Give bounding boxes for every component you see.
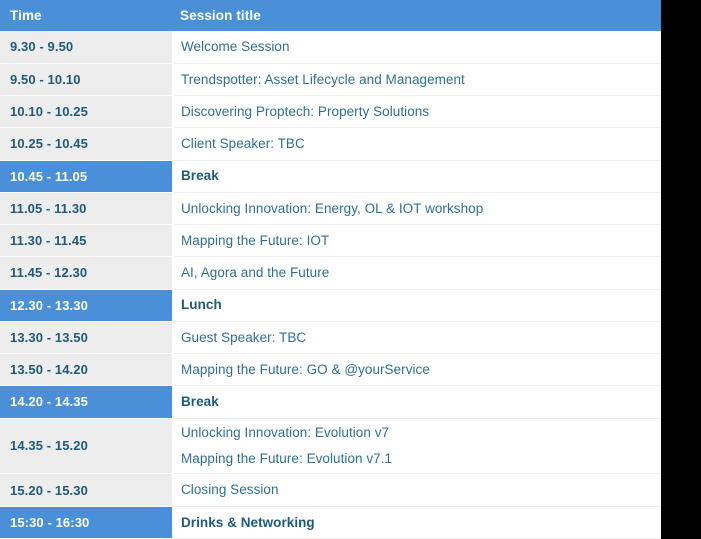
session-title-line: Discovering Proptech: Property Solutions [181,103,430,119]
table-row: 15.20 - 15.30 Closing Session [0,473,661,507]
session-title-line: Mapping the Future: Evolution v7.1 [181,450,393,466]
cell-session-title: Lunch [173,289,661,322]
column-header-session-title: Session title [173,0,661,31]
table-row: 14.35 - 15.20 Unlocking Innovation: Evolu… [0,418,661,475]
table-row: 15:30 - 16:30 Drinks & Networking [0,506,661,539]
cell-time: 11.45 - 12.30 [0,256,174,290]
cell-time: 15:30 - 16:30 [0,506,174,539]
cell-time: 9.30 - 9.50 [0,31,174,64]
cell-session-title: AI, Agora and the Future [173,256,661,290]
cell-session-title: Break [173,160,661,193]
table-row: 13.30 - 13.50 Guest Speaker: TBC [0,321,661,355]
table-header-row: Time Session title [0,0,661,31]
session-title-line: Guest Speaker: TBC [181,329,307,345]
cell-session-title: Unlocking Innovation: Evolution v7 Mappin… [173,418,661,475]
table-row: 9.50 - 10.10 Trendspotter: Asset Lifecycl… [0,63,661,97]
session-title-line: Break [181,394,219,410]
cell-session-title: Client Speaker: TBC [173,127,661,161]
cell-session-title: Discovering Proptech: Property Solutions [173,95,661,129]
session-title-line: Break [181,168,219,184]
cell-time: 13.50 - 14.20 [0,353,174,387]
cell-time: 9.50 - 10.10 [0,63,174,97]
session-title-line: Mapping the Future: IOT [181,232,330,248]
table-row: 10.25 - 10.45 Client Speaker: TBC [0,127,661,161]
session-title-line: Drinks & Networking [181,514,315,530]
session-title-line: Client Speaker: TBC [181,136,305,152]
right-background-filler [661,0,701,539]
session-title-line: AI, Agora and the Future [181,265,330,281]
session-title-line: Unlocking Innovation: Evolution v7 [181,425,390,441]
table-row: 11.05 - 11.30 Unlocking Innovation: Energ… [0,192,661,226]
cell-time: 15.20 - 15.30 [0,473,174,507]
table-row: 11.45 - 12.30 AI, Agora and the Future [0,256,661,290]
column-header-time: Time [0,0,173,31]
session-title-line: Mapping the Future: GO & @yourService [181,361,430,377]
cell-session-title: Guest Speaker: TBC [173,321,661,355]
session-title-line: Unlocking Innovation: Energy, OL & IOT w… [181,200,484,216]
agenda-table: Time Session title 9.30 - 9.50 Welcome Se… [0,0,661,539]
cell-time: 14.20 - 14.35 [0,385,174,419]
table-header: Time Session title [0,0,661,31]
cell-session-title: Trendspotter: Asset Lifecycle and Manage… [173,63,661,97]
cell-time: 11.05 - 11.30 [0,192,174,226]
table-row: 13.50 - 14.20 Mapping the Future: GO & @y… [0,353,661,387]
cell-session-title: Closing Session [173,473,661,507]
table-row: 10.45 - 11.05 Break [0,160,661,193]
cell-time: 10.25 - 10.45 [0,127,174,161]
table-row: 12.30 - 13.30 Lunch [0,289,661,322]
cell-time: 14.35 - 15.20 [0,418,174,475]
cell-session-title: Break [173,385,661,419]
session-title-line: Trendspotter: Asset Lifecycle and Manage… [181,71,465,87]
cell-time: 11.30 - 11.45 [0,224,174,258]
session-title-line: Lunch [181,297,222,313]
cell-session-title: Unlocking Innovation: Energy, OL & IOT w… [173,192,661,226]
table-body: 9.30 - 9.50 Welcome Session 9.50 - 10.10 Tr… [0,31,661,539]
table-row: 10.10 - 10.25 Discovering Proptech: Prope… [0,95,661,129]
cell-time: 10.10 - 10.25 [0,95,174,129]
session-title-line: Welcome Session [181,39,290,55]
cell-session-title: Mapping the Future: GO & @yourService [173,353,661,387]
cell-time: 13.30 - 13.50 [0,321,174,355]
cell-session-title: Mapping the Future: IOT [173,224,661,258]
cell-session-title: Welcome Session [173,31,661,64]
table-row: 14.20 - 14.35 Break [0,385,661,419]
cell-session-title: Drinks & Networking [173,506,661,539]
table-row: 9.30 - 9.50 Welcome Session [0,31,661,64]
cell-time: 12.30 - 13.30 [0,289,174,322]
table-row: 11.30 - 11.45 Mapping the Future: IOT [0,224,661,258]
session-title-line: Closing Session [181,482,279,498]
cell-time: 10.45 - 11.05 [0,160,174,193]
